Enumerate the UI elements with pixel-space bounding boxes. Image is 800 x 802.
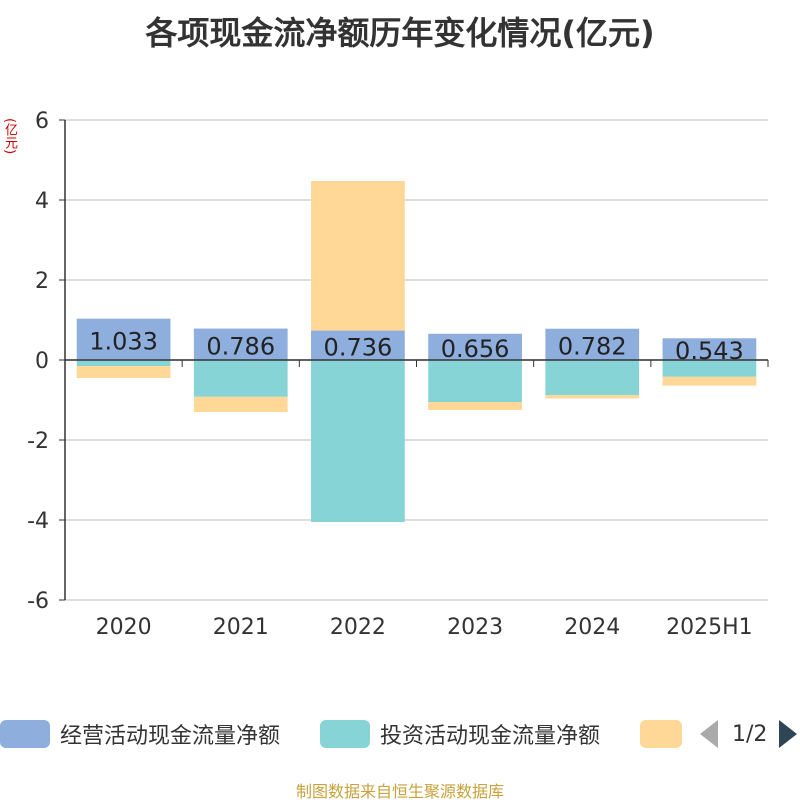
bar-series-1-2020 bbox=[76, 360, 171, 366]
bar-series-0-2024 bbox=[545, 328, 640, 360]
y-tick-label: -4 bbox=[27, 509, 49, 534]
pager-page-indicator: 1/2 bbox=[732, 721, 768, 747]
legend-swatch-operating bbox=[0, 720, 50, 748]
legend-swatch-financing bbox=[640, 720, 682, 748]
y-tick-label: -2 bbox=[27, 429, 49, 454]
data-label: 0.736 bbox=[324, 333, 393, 361]
bar-series-1-2022 bbox=[311, 360, 405, 522]
bar-series-2-2020 bbox=[76, 366, 171, 378]
x-tick-label: 2025H1 bbox=[666, 615, 753, 640]
bar-series-1-2021 bbox=[193, 360, 288, 397]
bar-series-1-2023 bbox=[428, 360, 522, 402]
y-tick-label: 6 bbox=[35, 109, 49, 134]
bar-series-0-2025H1 bbox=[662, 338, 757, 360]
bar-series-0-2023 bbox=[428, 333, 522, 360]
data-label: 0.782 bbox=[558, 332, 627, 360]
bar-series-0-2020 bbox=[76, 318, 171, 360]
x-tick-label: 2024 bbox=[564, 615, 620, 640]
data-source-note: 制图数据来自恒生聚源数据库 bbox=[295, 782, 504, 801]
bar-series-2-2023 bbox=[428, 402, 522, 410]
legend-item-operating[interactable]: 经营活动现金流量净额 bbox=[0, 716, 280, 752]
legend-label-operating: 经营活动现金流量净额 bbox=[60, 724, 281, 749]
x-tick-label: 2022 bbox=[330, 615, 386, 640]
y-tick-label: 0 bbox=[35, 349, 49, 374]
legend-item-investing[interactable]: 投资活动现金流量净额 bbox=[320, 716, 600, 752]
x-tick-label: 2023 bbox=[447, 615, 503, 640]
bar-series-2-2024 bbox=[545, 395, 640, 399]
data-label: 0.786 bbox=[206, 332, 275, 360]
x-tick-label: 2021 bbox=[213, 615, 269, 640]
legend-swatch-investing bbox=[320, 720, 370, 748]
y-tick-label: 2 bbox=[35, 269, 49, 294]
legend-item-financing[interactable] bbox=[640, 716, 682, 752]
bar-series-2-2025H1 bbox=[662, 376, 757, 386]
y-tick-label: -6 bbox=[27, 589, 49, 614]
data-label: 0.656 bbox=[441, 335, 510, 363]
bar-series-0-2021 bbox=[193, 328, 288, 360]
x-tick-label: 2020 bbox=[96, 615, 152, 640]
data-label: 1.033 bbox=[89, 327, 158, 355]
bar-series-2-2022 bbox=[311, 180, 405, 331]
bar-series-0-2022 bbox=[311, 330, 405, 360]
y-axis-unit-label: (亿元) bbox=[2, 118, 17, 155]
chart-title: 各项现金流净额历年变化情况(亿元) bbox=[145, 14, 655, 52]
pager-next-icon[interactable] bbox=[779, 720, 798, 748]
legend-label-investing: 投资活动现金流量净额 bbox=[380, 724, 601, 749]
bar-series-1-2025H1 bbox=[662, 360, 757, 377]
bar-series-1-2024 bbox=[545, 360, 640, 396]
legend: 经营活动现金流量净额 投资活动现金流量净额 bbox=[0, 716, 800, 756]
bar-series-2-2021 bbox=[193, 396, 288, 412]
pager-prev-icon[interactable] bbox=[700, 720, 718, 748]
legend-pager: 1/2 bbox=[700, 716, 798, 752]
y-tick-label: 4 bbox=[35, 189, 49, 214]
